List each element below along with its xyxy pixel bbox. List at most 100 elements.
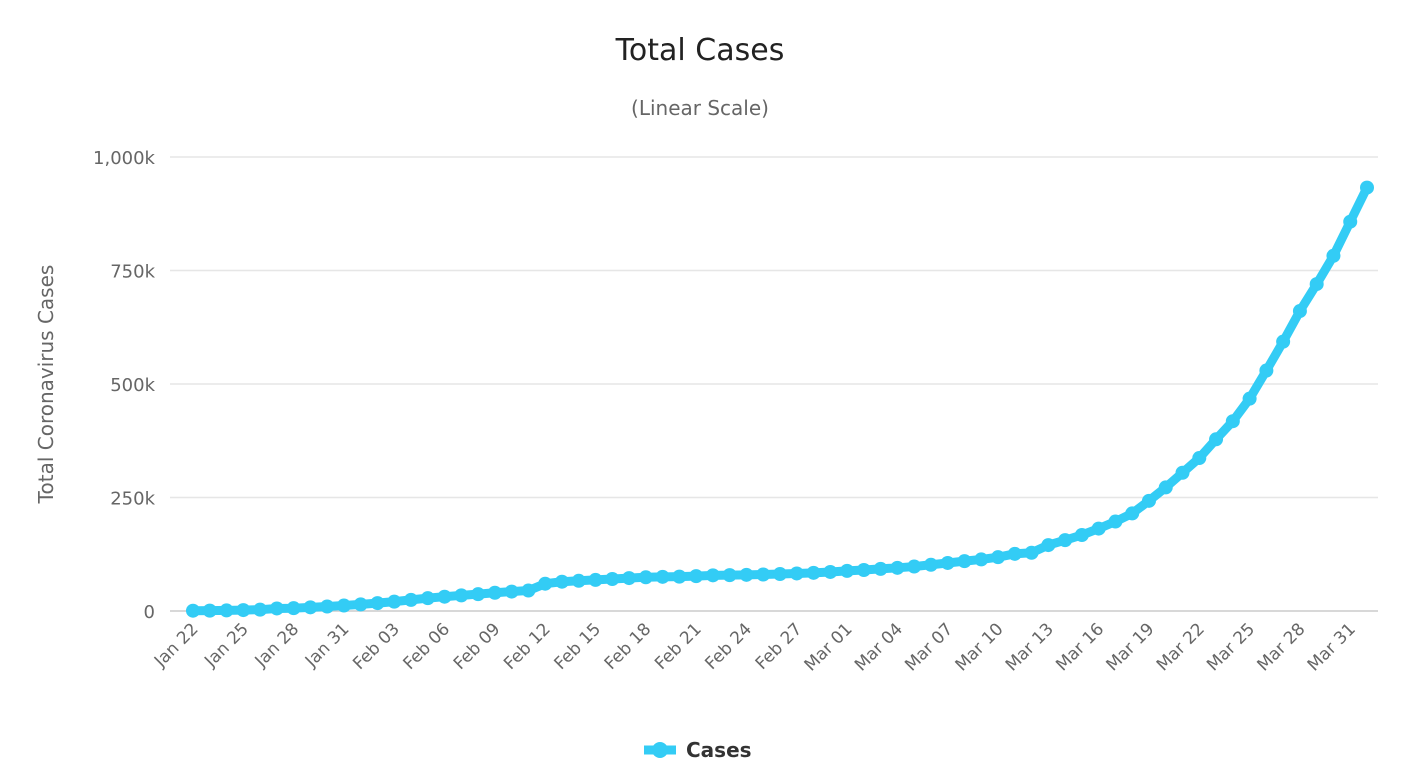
data-point[interactable] (1175, 465, 1190, 480)
legend[interactable]: Cases (644, 738, 752, 762)
legend-symbol-marker (652, 742, 668, 758)
data-point[interactable] (823, 564, 838, 579)
x-tick-label: Mar 07 (901, 619, 957, 675)
x-tick-label: Feb 18 (601, 619, 656, 674)
data-point[interactable] (420, 591, 435, 606)
data-point[interactable] (320, 599, 335, 614)
x-tick-label: Mar 01 (801, 619, 857, 675)
data-point[interactable] (1326, 248, 1341, 263)
data-point[interactable] (974, 552, 989, 567)
data-point[interactable] (1125, 506, 1140, 521)
data-point[interactable] (454, 588, 469, 603)
data-point[interactable] (303, 600, 318, 615)
data-point[interactable] (286, 601, 301, 616)
data-point[interactable] (353, 597, 368, 612)
data-point[interactable] (554, 574, 569, 589)
data-point[interactable] (739, 567, 754, 582)
y-axis-label: Total Coronavirus Cases (34, 265, 58, 505)
data-point[interactable] (638, 570, 653, 585)
x-tick-label: Jan 31 (301, 619, 354, 672)
data-point[interactable] (1141, 493, 1156, 508)
data-point[interactable] (1091, 521, 1106, 536)
data-point[interactable] (789, 566, 804, 581)
data-point[interactable] (957, 554, 972, 569)
data-point[interactable] (1242, 391, 1257, 406)
data-point[interactable] (840, 563, 855, 578)
data-point[interactable] (236, 603, 251, 618)
data-point[interactable] (370, 596, 385, 611)
data-point[interactable] (588, 572, 603, 587)
data-point[interactable] (1007, 546, 1022, 561)
chart-title: Total Cases (615, 33, 785, 68)
data-point[interactable] (487, 585, 502, 600)
data-point[interactable] (538, 576, 553, 591)
x-tick-label: Mar 13 (1002, 619, 1058, 675)
data-point[interactable] (907, 559, 922, 574)
data-point[interactable] (1360, 180, 1374, 195)
data-point[interactable] (504, 584, 519, 599)
data-point[interactable] (1158, 480, 1173, 495)
data-point[interactable] (202, 603, 217, 618)
data-point[interactable] (689, 569, 704, 584)
data-point[interactable] (856, 563, 871, 578)
data-point[interactable] (756, 567, 771, 582)
x-tick-label: Mar 31 (1304, 619, 1360, 675)
x-tick-label: Jan 25 (200, 619, 253, 672)
data-point[interactable] (1074, 528, 1089, 543)
data-point[interactable] (705, 568, 720, 583)
data-point[interactable] (387, 594, 402, 609)
data-point[interactable] (571, 573, 586, 588)
data-point[interactable] (219, 603, 234, 618)
x-tick-label: Feb 27 (752, 619, 807, 674)
data-point[interactable] (521, 583, 536, 598)
x-tick-label: Feb 06 (400, 619, 455, 674)
data-point[interactable] (186, 603, 200, 618)
data-point[interactable] (1276, 334, 1291, 349)
data-point[interactable] (923, 557, 938, 572)
data-point[interactable] (605, 571, 620, 586)
y-tick-label: 0 (144, 602, 155, 623)
series-cases[interactable] (186, 180, 1374, 618)
data-point[interactable] (773, 567, 787, 582)
data-point[interactable] (1259, 363, 1274, 378)
x-tick-label: Feb 09 (450, 619, 505, 674)
data-point[interactable] (471, 587, 486, 602)
series-line-cases (188, 183, 1372, 616)
x-tick-label: Mar 19 (1103, 619, 1159, 675)
data-point[interactable] (336, 598, 351, 613)
legend-item-cases[interactable]: Cases (644, 738, 752, 762)
chart-subtitle: (Linear Scale) (631, 96, 769, 120)
data-point[interactable] (269, 601, 284, 616)
data-point[interactable] (1209, 432, 1224, 447)
data-point[interactable] (1309, 277, 1324, 292)
data-point[interactable] (873, 561, 888, 576)
data-point[interactable] (622, 571, 637, 586)
data-point[interactable] (1041, 538, 1056, 553)
data-point[interactable] (1058, 533, 1073, 548)
data-point[interactable] (437, 589, 452, 604)
data-point[interactable] (991, 550, 1006, 565)
data-point[interactable] (1292, 304, 1307, 319)
data-point[interactable] (1225, 414, 1240, 429)
data-point[interactable] (404, 592, 419, 607)
x-tick-label: Jan 22 (150, 619, 203, 672)
data-point[interactable] (1024, 545, 1039, 560)
x-tick-label: Feb 15 (551, 619, 606, 674)
legend-label-cases[interactable]: Cases (686, 738, 752, 762)
data-point[interactable] (253, 602, 268, 617)
data-point[interactable] (890, 560, 905, 575)
data-point[interactable] (1108, 514, 1123, 529)
x-tick-label: Feb 03 (349, 619, 404, 674)
data-point[interactable] (1343, 214, 1358, 229)
y-tick-label: 250k (110, 489, 155, 510)
data-point[interactable] (655, 569, 670, 584)
data-point[interactable] (1192, 451, 1207, 466)
x-tick-label: Mar 16 (1052, 619, 1108, 675)
data-point[interactable] (940, 555, 955, 570)
x-tick-label: Mar 10 (952, 619, 1008, 675)
data-point[interactable] (672, 569, 687, 584)
data-point[interactable] (722, 568, 737, 583)
grid-lines (170, 156, 1378, 612)
data-point[interactable] (806, 565, 821, 580)
